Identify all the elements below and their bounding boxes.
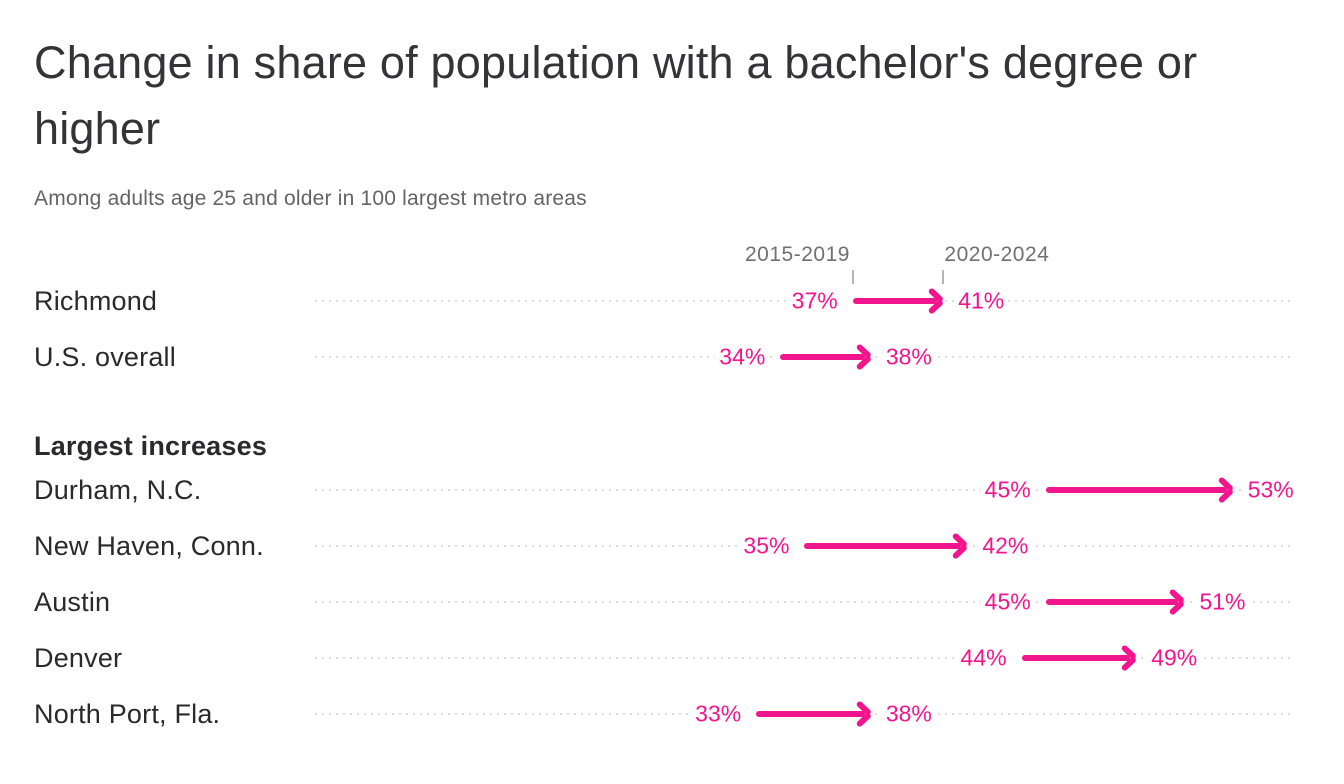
arrow-shaft <box>780 354 865 360</box>
end-value-label: 51% <box>1195 587 1250 617</box>
row-plot: 34% 38% <box>315 329 1292 385</box>
end-value-label: 38% <box>881 342 936 372</box>
end-value-label: 53% <box>1243 475 1298 505</box>
start-value-label: 44% <box>956 643 1011 673</box>
row-label: Austin <box>34 587 111 617</box>
change-arrow <box>1038 476 1234 504</box>
change-arrow <box>845 287 945 315</box>
row-plot: 45% 51% <box>315 574 1292 630</box>
arrow-shaft <box>852 298 938 304</box>
row-plot: 45% 53% <box>315 462 1298 518</box>
row: Austin 45% 51% <box>0 574 1344 630</box>
end-value-label: 41% <box>954 286 1009 316</box>
change-arrow <box>1014 644 1138 672</box>
start-value-label: 33% <box>691 699 746 729</box>
end-value-label: 42% <box>978 531 1033 561</box>
start-value-label: 45% <box>980 587 1035 617</box>
row: Durham, N.C. 45% 53% <box>0 462 1344 518</box>
axis-tick <box>942 270 945 284</box>
arrow-shaft <box>1045 599 1179 605</box>
row-label: Durham, N.C. <box>34 475 202 505</box>
row-plot: 35% 42% <box>315 518 1292 574</box>
start-value-label: 34% <box>715 342 770 372</box>
start-value-label: 45% <box>980 475 1035 505</box>
period-header: 2015-2019 2020-2024 <box>315 243 1292 287</box>
change-arrow <box>749 700 872 728</box>
row-plot: 44% 49% <box>315 630 1292 686</box>
chart-title: Change in share of population with a bac… <box>34 37 1198 154</box>
end-value-label: 49% <box>1147 643 1202 673</box>
row-dotted-line <box>315 601 1292 603</box>
row-dotted-line <box>315 657 1292 659</box>
start-value-label: 37% <box>787 286 842 316</box>
axis-tick <box>851 270 854 284</box>
row: Denver 44% 49% <box>0 630 1344 686</box>
chart-subtitle: Among adults age 25 and older in 100 lar… <box>34 187 587 210</box>
section-header: Largest increases <box>34 431 268 461</box>
start-value-label: 35% <box>739 531 794 561</box>
arrow-shaft <box>1045 487 1227 493</box>
row-label: Denver <box>34 643 123 673</box>
row-label: Richmond <box>34 286 158 316</box>
row-label: New Haven, Conn. <box>34 531 264 561</box>
row-plot: 33% 38% <box>315 686 1292 742</box>
arrow-shaft <box>804 543 962 549</box>
change-arrow <box>773 343 872 371</box>
row-label: North Port, Fla. <box>34 699 221 729</box>
end-value-label: 38% <box>881 699 936 729</box>
row: North Port, Fla. 33% 38% <box>0 686 1344 742</box>
period-label-end: 2020-2024 <box>944 243 1050 266</box>
arrow-shaft <box>1021 655 1131 661</box>
change-arrow <box>797 532 969 560</box>
row-dotted-line <box>315 489 1292 491</box>
arrow-shaft <box>756 711 865 717</box>
change-arrow <box>1038 588 1186 616</box>
row: U.S. overall 34% 38% <box>0 329 1344 385</box>
row-plot: 37% 41% <box>315 273 1292 329</box>
period-label-start: 2015-2019 <box>745 243 850 266</box>
row-label: U.S. overall <box>34 342 176 372</box>
row: New Haven, Conn. 35% 42% <box>0 518 1344 574</box>
row: Richmond 37% 41% <box>0 273 1344 329</box>
